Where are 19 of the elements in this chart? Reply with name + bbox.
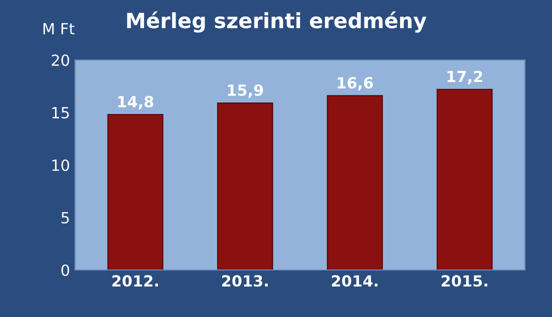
chart-title: Mérleg szerinti eredmény: [127, 11, 426, 33]
data-label: 17,2: [448, 70, 482, 84]
data-label: 14,8: [118, 96, 154, 110]
bar: [326, 95, 383, 270]
x-tick-label: 2014.: [332, 275, 378, 287]
data-label: 16,6: [338, 77, 373, 91]
bar: [217, 102, 274, 270]
data-label: 15,9: [228, 84, 263, 98]
y-tick-label: 10: [52, 159, 70, 172]
y-tick-label: 20: [52, 54, 70, 66]
x-tick-label: 2012.: [112, 275, 158, 287]
y-tick-label: 0: [61, 264, 70, 276]
y-tick-label: 5: [62, 212, 69, 224]
bar: [107, 114, 164, 270]
x-tick-label: 2013.: [222, 275, 268, 287]
x-tick-label: 2015.: [442, 275, 488, 287]
y-tick-label: 15: [52, 107, 69, 119]
y-axis-title: M Ft: [44, 23, 74, 34]
bar: [436, 88, 493, 270]
